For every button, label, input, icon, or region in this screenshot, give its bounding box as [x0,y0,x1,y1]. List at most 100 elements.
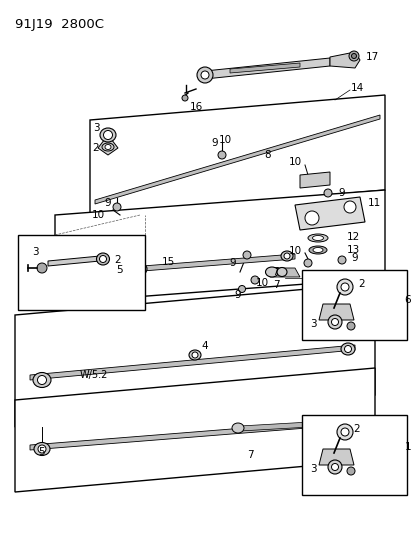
Ellipse shape [344,345,351,352]
Text: 7: 7 [271,267,278,277]
Circle shape [182,95,188,101]
Circle shape [327,460,341,474]
Text: 14: 14 [349,83,363,93]
Ellipse shape [276,268,286,277]
Circle shape [340,428,348,436]
Ellipse shape [38,445,46,453]
Text: W/5.2: W/5.2 [80,370,108,380]
Ellipse shape [133,263,147,275]
Circle shape [250,276,259,284]
Text: 10: 10 [91,210,104,220]
Polygon shape [318,304,353,320]
Polygon shape [294,197,364,230]
Text: 11: 11 [366,198,380,208]
Polygon shape [204,58,329,79]
Text: 12: 12 [346,232,359,242]
Text: 9: 9 [104,198,111,208]
Ellipse shape [99,255,106,262]
Ellipse shape [33,373,51,387]
Circle shape [340,283,348,291]
Text: 10: 10 [288,157,301,167]
Polygon shape [130,254,294,272]
Polygon shape [98,135,118,155]
Polygon shape [30,420,344,450]
Ellipse shape [280,251,292,261]
Ellipse shape [307,234,327,242]
Polygon shape [329,52,359,68]
Polygon shape [15,368,374,492]
Text: 1: 1 [404,442,411,452]
Polygon shape [15,283,374,427]
Text: 9: 9 [351,253,357,263]
Text: 17: 17 [365,52,378,62]
Circle shape [336,279,352,295]
Circle shape [304,211,318,225]
Circle shape [346,322,354,330]
Ellipse shape [136,265,143,272]
Text: 7: 7 [272,280,279,290]
Polygon shape [299,172,329,188]
Ellipse shape [265,267,278,277]
Text: 2: 2 [114,255,121,265]
Polygon shape [269,268,299,277]
Text: 9: 9 [211,138,218,148]
Text: 8: 8 [264,150,271,160]
Circle shape [37,263,47,273]
Ellipse shape [34,442,50,456]
Polygon shape [318,449,353,465]
Text: 10: 10 [218,135,231,145]
Polygon shape [90,95,384,215]
Circle shape [303,259,311,267]
Circle shape [327,315,341,329]
Circle shape [113,203,121,211]
Bar [301,270,406,340]
Text: 9: 9 [234,290,241,300]
Ellipse shape [328,419,340,429]
Text: 16: 16 [189,102,202,112]
Circle shape [348,51,358,61]
Bar [18,235,145,310]
Circle shape [336,424,352,440]
Text: 13: 13 [346,245,359,255]
Ellipse shape [96,253,109,265]
Ellipse shape [283,253,289,259]
Ellipse shape [100,128,116,142]
Text: 15: 15 [161,257,174,267]
Polygon shape [230,63,299,73]
Ellipse shape [105,144,111,149]
Text: 2: 2 [93,143,99,153]
Text: 3: 3 [309,464,316,474]
Text: 10: 10 [288,246,301,256]
Text: 4: 4 [201,341,208,351]
Text: 91J19  2800C: 91J19 2800C [15,18,104,31]
Circle shape [351,53,356,59]
Ellipse shape [312,236,323,240]
Polygon shape [95,115,379,204]
Text: 6: 6 [404,295,411,305]
Ellipse shape [331,421,337,427]
Polygon shape [48,256,100,266]
Polygon shape [30,345,354,380]
Ellipse shape [231,423,243,433]
Polygon shape [55,190,384,303]
Bar [301,415,406,495]
Text: 3: 3 [93,123,99,133]
Circle shape [201,71,209,79]
Text: 5: 5 [116,265,123,275]
Circle shape [343,201,355,213]
Ellipse shape [38,376,46,384]
Ellipse shape [189,350,201,360]
Circle shape [218,151,225,159]
Polygon shape [240,422,309,431]
Text: 3: 3 [309,319,316,329]
Circle shape [346,467,354,475]
Ellipse shape [312,247,322,253]
Text: 9: 9 [338,188,344,198]
Ellipse shape [308,246,326,254]
Text: 2: 2 [358,279,364,289]
Circle shape [238,286,245,293]
Ellipse shape [192,352,197,358]
Circle shape [323,189,331,197]
Text: 5: 5 [38,447,45,457]
Circle shape [331,319,338,326]
